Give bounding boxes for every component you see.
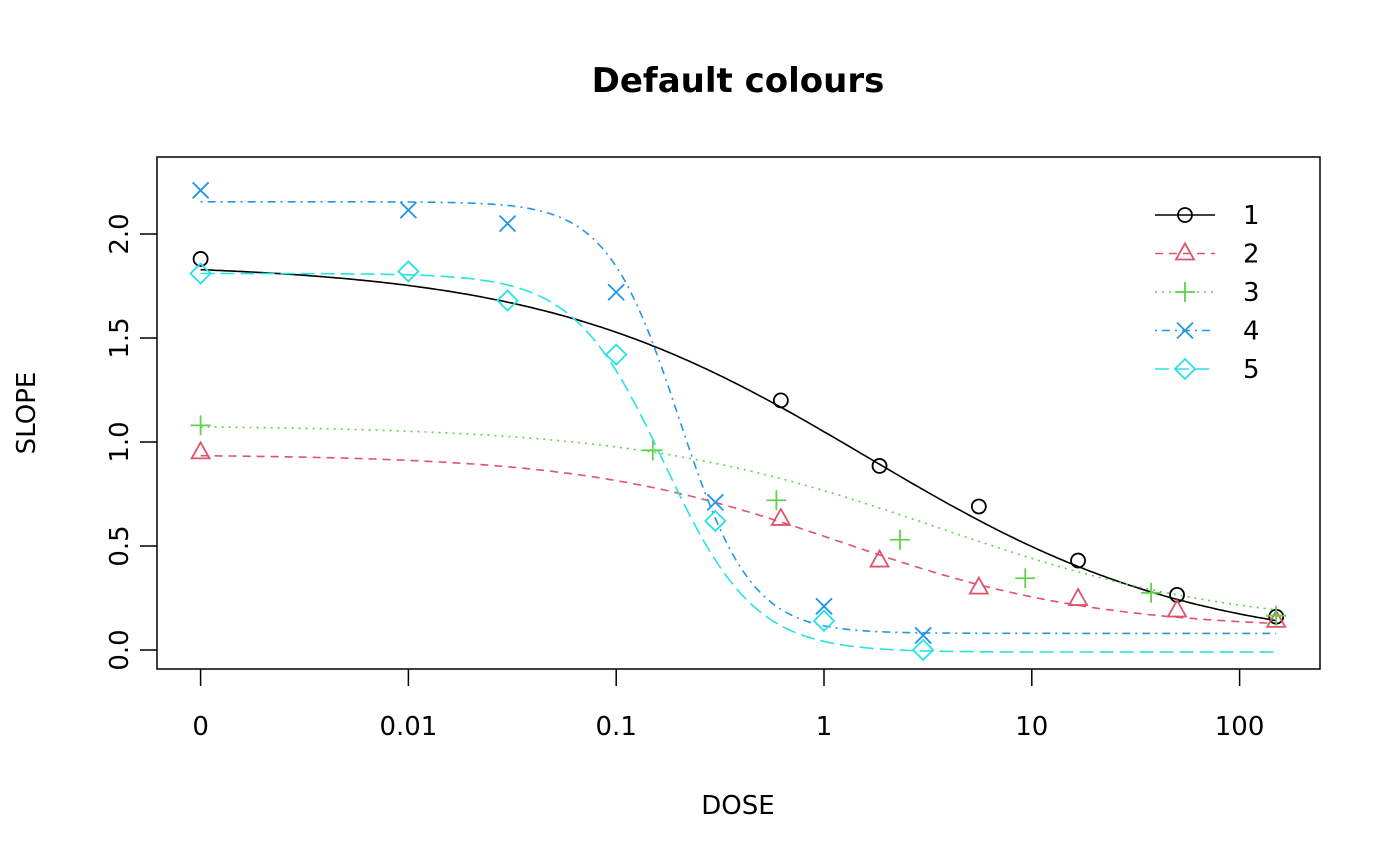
x-tick-label: 1 <box>816 712 833 742</box>
point-series-5 <box>911 638 935 662</box>
point-series-3 <box>766 490 787 511</box>
point-series-2 <box>968 575 990 595</box>
point-series-3 <box>1015 568 1036 589</box>
legend-marker <box>1173 357 1197 381</box>
x-axis-title: DOSE <box>701 791 774 821</box>
curve-series-5 <box>200 272 1277 653</box>
x-tick-label: 0 <box>192 712 209 742</box>
point-series-5 <box>189 262 212 285</box>
y-tick-label: 0.0 <box>105 629 135 670</box>
point-series-2 <box>1067 587 1089 606</box>
point-series-4 <box>498 214 517 233</box>
legend-label: 1 <box>1243 201 1260 231</box>
legend-label: 3 <box>1243 278 1260 308</box>
point-series-1 <box>772 392 789 409</box>
point-series-2 <box>770 507 792 526</box>
point-series-2 <box>190 440 212 460</box>
point-series-1 <box>970 498 987 515</box>
x-tick-label: 0.01 <box>379 712 437 742</box>
point-series-2 <box>1166 598 1188 618</box>
point-series-5 <box>604 343 628 366</box>
y-axis: 0.0 0.5 1.0 1.5 2.0 <box>105 213 157 671</box>
data-points <box>189 181 1287 662</box>
point-series-3 <box>1266 605 1287 626</box>
point-series-5 <box>812 609 836 633</box>
plot-frame <box>156 156 1321 670</box>
x-axis: 0 0.01 0.1 1 10 100 <box>192 669 1264 742</box>
y-tick-label: 0.5 <box>105 525 135 566</box>
point-series-1 <box>1070 552 1086 569</box>
curve-series-3 <box>200 426 1277 611</box>
point-series-4 <box>607 283 625 301</box>
legend-label: 4 <box>1243 317 1260 347</box>
point-series-2 <box>868 548 891 568</box>
legend: 1 2 3 4 5 <box>1155 201 1260 385</box>
point-series-3 <box>190 415 211 436</box>
x-tick-label: 10 <box>1015 712 1048 742</box>
point-series-3 <box>642 440 663 461</box>
y-tick-label: 1.0 <box>105 421 135 462</box>
legend-label: 2 <box>1243 240 1260 270</box>
point-series-4 <box>399 201 418 219</box>
legend-marker <box>1175 282 1195 302</box>
point-series-4 <box>815 597 833 615</box>
curve-series-2 <box>200 454 1277 625</box>
legend-label: 5 <box>1243 355 1260 385</box>
fitted-curves <box>200 201 1277 653</box>
point-series-2 <box>1265 609 1287 628</box>
point-series-4 <box>914 626 932 645</box>
point-series-1 <box>871 458 888 474</box>
legend-marker <box>1174 241 1196 261</box>
x-tick-label: 0.1 <box>596 712 637 742</box>
curve-series-1 <box>200 268 1277 622</box>
y-tick-label: 2.0 <box>105 213 135 254</box>
chart-title: Default colours <box>592 61 885 101</box>
point-series-5 <box>397 260 420 283</box>
point-series-3 <box>889 529 910 550</box>
point-series-3 <box>1141 582 1162 603</box>
point-series-5 <box>704 509 727 533</box>
legend-marker <box>1176 321 1194 340</box>
point-series-1 <box>192 251 209 267</box>
x-tick-label: 100 <box>1215 712 1265 742</box>
y-axis-title: SLOPE <box>12 372 42 455</box>
curve-series-4 <box>200 201 1277 635</box>
point-series-4 <box>706 493 724 511</box>
legend-marker <box>1177 207 1193 223</box>
point-series-5 <box>496 289 519 312</box>
y-tick-label: 1.5 <box>105 317 135 358</box>
point-series-4 <box>191 181 210 199</box>
